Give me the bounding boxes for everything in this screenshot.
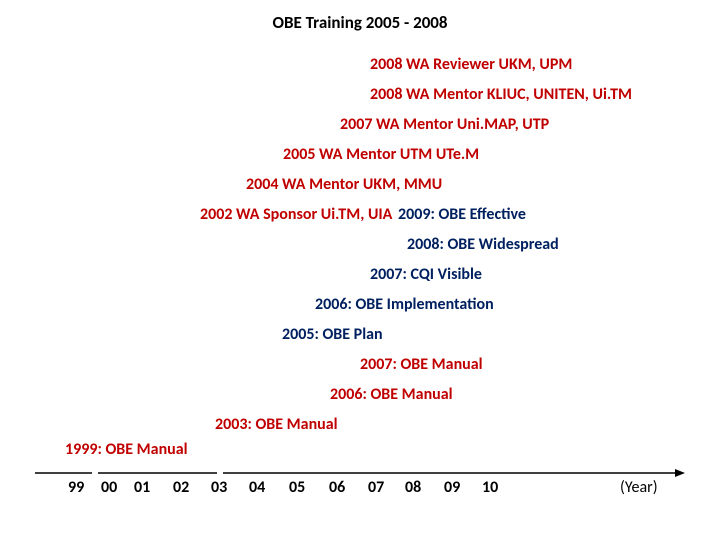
timeline-entry: 2007: CQI Visible (370, 265, 482, 284)
timeline-entry: 2008: OBE Widespread (407, 235, 559, 254)
timeline-axis (35, 467, 675, 469)
timeline-entry: 2003: OBE Manual (215, 415, 338, 434)
timeline-entry: 2008 WA Mentor KLIUC, UNITEN, Ui.TM (370, 85, 632, 104)
axis-tick-label: 02 (173, 478, 189, 497)
timeline-entry: 2004 WA Mentor UKM, MMU (246, 175, 442, 194)
axis-tick-label: 06 (329, 478, 345, 497)
timeline-entry: 2006: OBE Manual (330, 385, 453, 404)
axis-tick-label: 09 (444, 478, 460, 497)
axis-tick-label: 01 (134, 478, 150, 497)
axis-tick-label: 08 (405, 478, 421, 497)
timeline-entry: 2008 WA Reviewer UKM, UPM (370, 55, 572, 74)
timeline-entry: 2005: OBE Plan (282, 325, 383, 344)
axis-tick-label: 07 (368, 478, 384, 497)
slide-title: OBE Training 2005 - 2008 (0, 12, 720, 33)
timeline-entry: 2007 WA Mentor Uni.MAP, UTP (340, 115, 549, 134)
timeline-entry: 2002 WA Sponsor Ui.TM, UIA (200, 205, 392, 224)
axis-tick-label: 99 (68, 478, 84, 497)
timeline-entry: 2006: OBE Implementation (315, 295, 494, 314)
axis-tick-label: 00 (101, 478, 117, 497)
axis-tick-label: 10 (482, 478, 498, 497)
timeline-entry: 1999: OBE Manual (65, 440, 188, 459)
axis-year-label: (Year) (620, 478, 658, 497)
timeline-entry: 2009: OBE Effective (398, 205, 526, 224)
axis-tick-label: 04 (249, 478, 265, 497)
axis-tick-label: 03 (211, 478, 227, 497)
timeline-slide: OBE Training 2005 - 2008 2008 WA Reviewe… (0, 0, 720, 540)
timeline-entry: 2007: OBE Manual (360, 355, 483, 374)
axis-tick-label: 05 (289, 478, 305, 497)
timeline-entry: 2005 WA Mentor UTM UTe.M (283, 145, 479, 164)
